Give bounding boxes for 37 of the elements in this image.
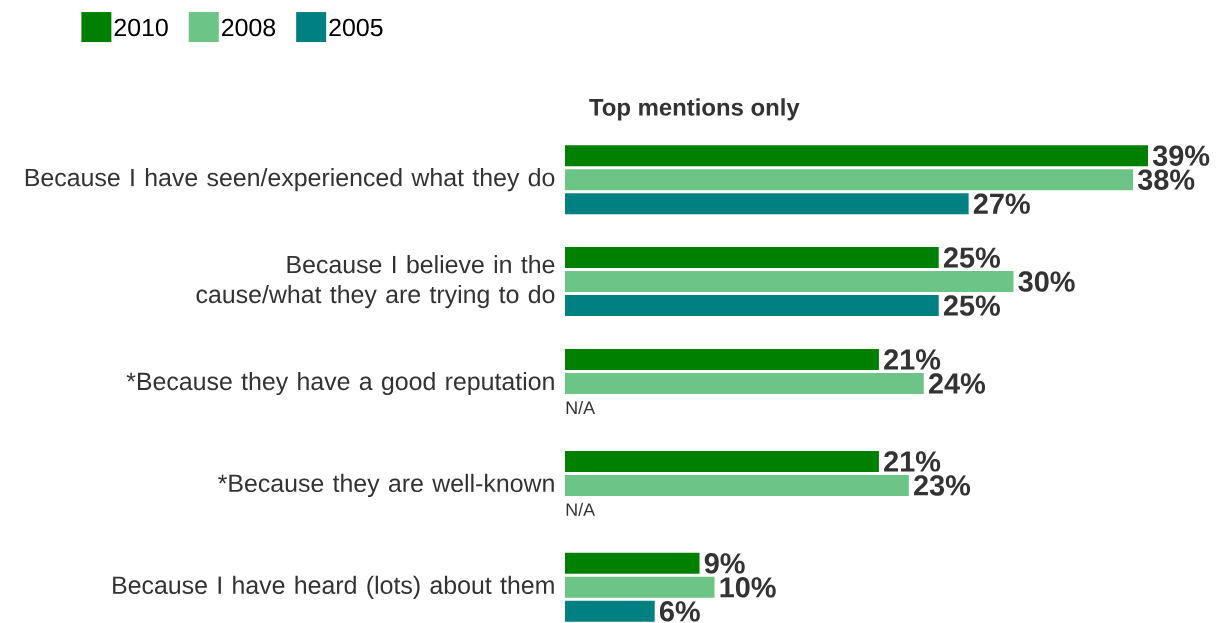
legend-label: 2008 [222, 18, 276, 37]
bar [565, 169, 1134, 191]
data-label: 25% [943, 295, 1000, 316]
data-label: 25% [943, 247, 1000, 268]
data-label: 24% [928, 373, 986, 394]
bar [565, 450, 879, 472]
y-tick-label: *Because they have a good reputation [126, 371, 554, 396]
bar [565, 247, 939, 269]
y-tick-label: Because I have heard (lots) about them [113, 575, 554, 599]
data-label: 30% [1018, 271, 1075, 292]
bar [565, 600, 655, 622]
data-label: 38% [1137, 169, 1195, 190]
data-label: 21% [884, 349, 941, 370]
y-tick-label: Because I believe in the cause/what they are trying to do [196, 255, 555, 309]
bar [565, 373, 924, 394]
y-tick-label: Because I have seen/experienced what they do [25, 168, 555, 192]
bar [565, 552, 700, 574]
data-label: 23% [914, 475, 971, 496]
bar [565, 193, 969, 215]
legend-label: 2010 [114, 18, 168, 37]
data-label: 9% [704, 553, 745, 574]
bar [565, 295, 939, 317]
text: N/A [566, 400, 596, 415]
text: N/A [566, 502, 596, 516]
data-label: 21% [884, 451, 941, 472]
data-label: 27% [973, 193, 1030, 214]
data-label: 10% [720, 577, 776, 598]
bar [565, 145, 1148, 167]
bar [565, 349, 879, 370]
legend-label: 2005 [329, 18, 383, 37]
data-label: 39% [1152, 145, 1210, 166]
chart-title: Top mentions only [589, 98, 800, 121]
bar [565, 474, 909, 496]
y-tick-label: *Because they are well-known [218, 473, 554, 498]
bar [565, 271, 1014, 293]
bar [565, 576, 715, 598]
data-label: 6% [659, 601, 700, 622]
